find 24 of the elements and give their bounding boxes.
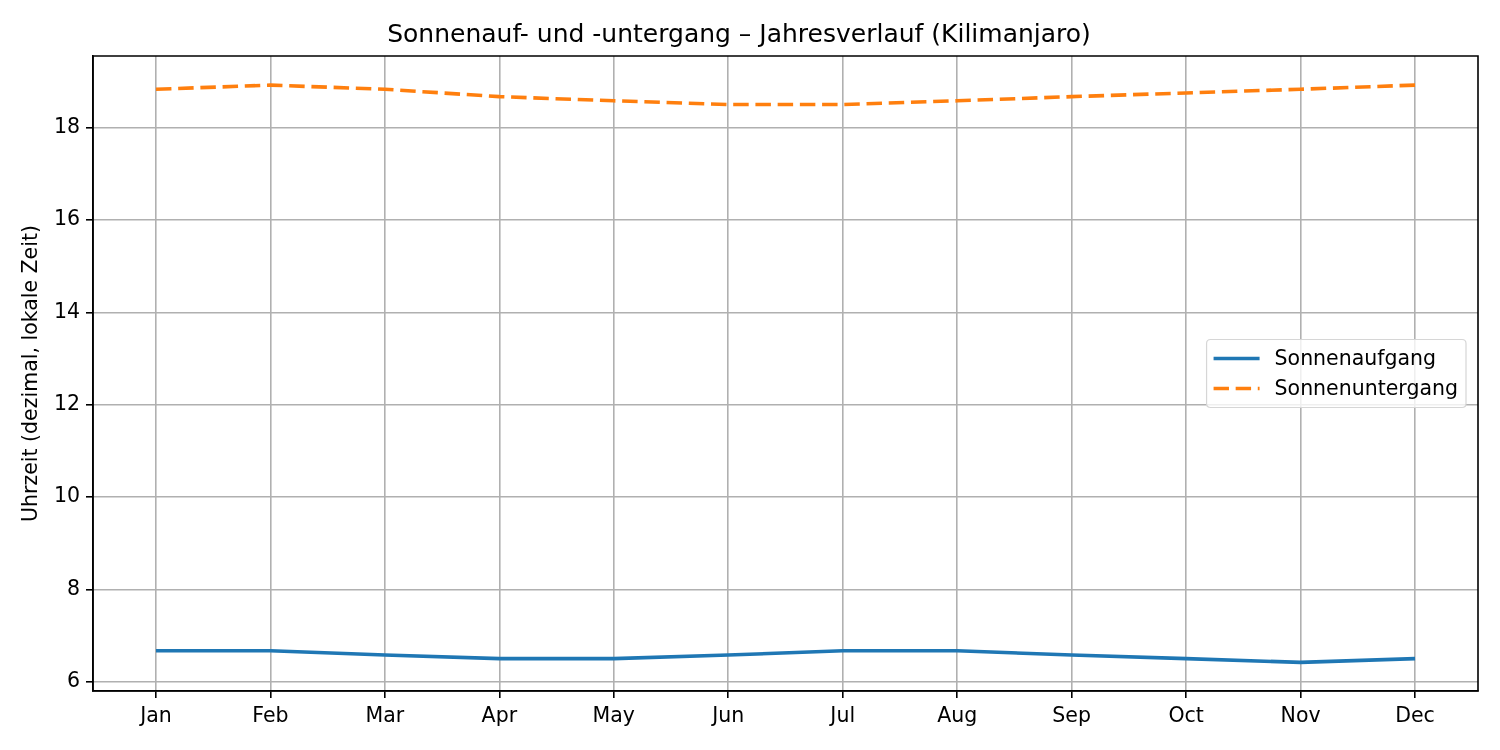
chart-title: Sonnenauf- und -untergang – Jahresverlauf (Kilimanjaro) (387, 18, 1091, 48)
legend-label: Sonnenuntergang (1274, 375, 1459, 400)
x-tick-label: Jan (138, 702, 172, 727)
y-tick-label: 12 (53, 391, 80, 415)
x-tick-label: Mar (365, 702, 405, 727)
y-tick-label: 16 (53, 206, 80, 231)
x-tick-label: Oct (1168, 702, 1204, 727)
y-axis-title: Uhrzeit (dezimal, lokale Zeit) (17, 225, 42, 522)
y-tick-label: 8 (66, 575, 80, 600)
line-series (154, 83, 1417, 107)
x-tick-label: Jul (828, 702, 856, 727)
y-tick-label: 10 (53, 483, 80, 508)
y-tick-label: 14 (53, 298, 80, 323)
y-tick-label: 6 (66, 668, 80, 693)
legend-label: Sonnenaufgang (1274, 345, 1437, 370)
x-tick-label: Aug (937, 702, 978, 727)
x-tick-label: Sep (1052, 702, 1091, 727)
x-tick-label: Feb (252, 702, 289, 727)
x-tick-label: Dec (1395, 702, 1435, 727)
x-tick-label: May (592, 702, 635, 727)
y-tick-label: 18 (53, 113, 80, 138)
x-tick-label: Jun (710, 702, 745, 727)
x-tick-label: Nov (1280, 702, 1321, 727)
x-tick-label: Apr (481, 702, 518, 727)
